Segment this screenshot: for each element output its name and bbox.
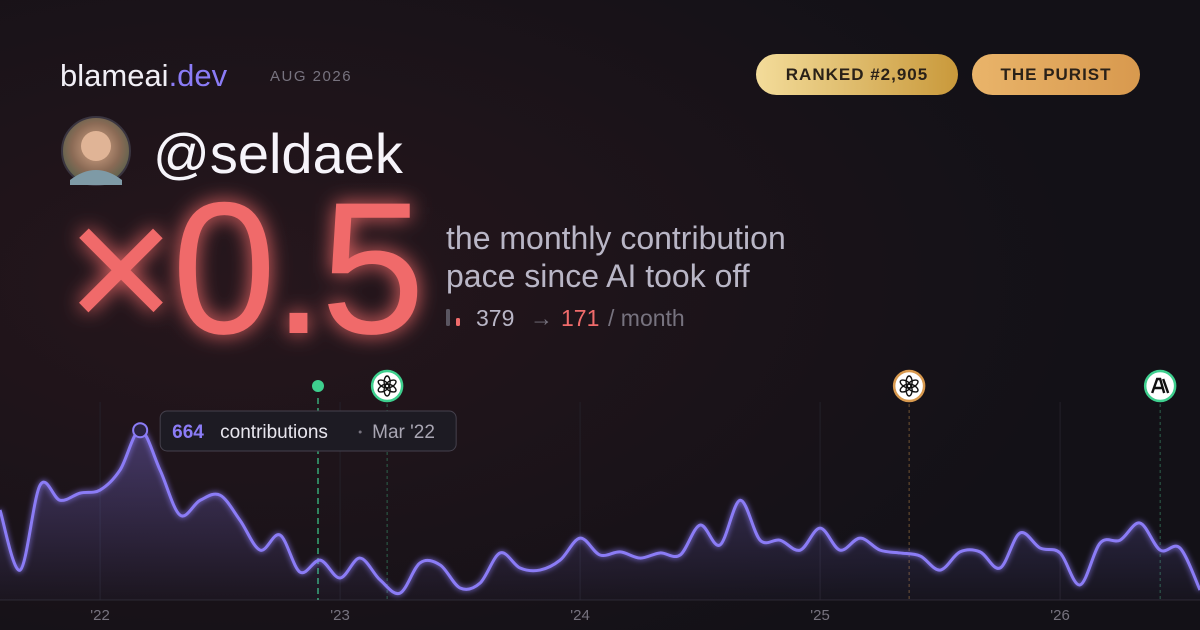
stat-arrow: → xyxy=(530,305,553,331)
event-icon xyxy=(1143,369,1177,403)
icon-petal xyxy=(899,379,912,389)
icon-glyph xyxy=(1151,377,1170,394)
chart: '22 '23 '24 '25 '26 664 contributions Mar '22 xyxy=(0,369,1200,624)
icon-petal xyxy=(377,379,390,389)
tooltip: 664 contributions Mar '22 xyxy=(159,410,457,452)
x-tick-label: '24 xyxy=(570,607,590,624)
stats: 379 → 171 / month xyxy=(476,305,685,331)
tooltip-value: 664 xyxy=(172,422,204,443)
brand-tld: .dev xyxy=(169,58,228,93)
avatar-shirt xyxy=(70,170,122,185)
x-tick-label: '25 xyxy=(810,607,830,624)
multiplier: ×0.5 xyxy=(66,163,421,373)
description: pace since AI took off xyxy=(446,258,750,294)
handle: @seldaek xyxy=(153,122,404,185)
stat-unit: / month xyxy=(608,305,685,331)
brand-name: blameai xyxy=(60,58,169,93)
stat-after: 171 xyxy=(561,305,599,331)
tooltip-label: Mar '22 xyxy=(372,422,435,443)
x-tick-label: '22 xyxy=(90,607,110,624)
x-tick-label: '23 xyxy=(330,607,350,624)
event-dot xyxy=(312,380,324,392)
x-tick-label: '26 xyxy=(1050,607,1070,624)
event-icon xyxy=(892,369,926,403)
stat-icon xyxy=(456,318,460,326)
area xyxy=(0,430,1200,600)
tooltip-sep xyxy=(358,430,362,434)
event-icon xyxy=(370,369,404,403)
avatar-face xyxy=(81,131,111,161)
line xyxy=(0,428,1200,596)
stat-before: 379 xyxy=(476,305,514,331)
tooltip-box xyxy=(159,410,457,452)
highlight-point xyxy=(132,422,149,439)
badge xyxy=(756,54,958,95)
tooltip-unit: contributions xyxy=(220,422,328,443)
brand: blameai.dev xyxy=(60,58,228,93)
stat-icon xyxy=(446,309,450,326)
badge-text: RANKED #2,905 xyxy=(786,65,928,84)
date: AUG 2026 xyxy=(270,68,352,85)
description: the monthly contribution xyxy=(446,220,786,256)
badge xyxy=(972,54,1140,95)
badge-text: THE PURIST xyxy=(1000,65,1111,84)
